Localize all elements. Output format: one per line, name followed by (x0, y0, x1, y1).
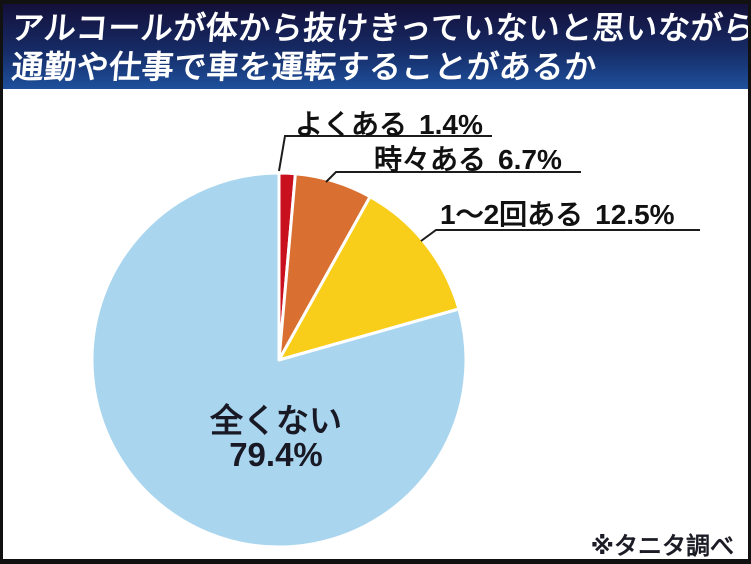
title-line-2: 通勤や仕事で車を運転することがあるか (10, 49, 599, 85)
label-1-2-kai-pct: 12.5% (595, 199, 675, 230)
leader-line-tokidoki (325, 171, 581, 183)
label-mattaku-nai-text: 全くない (210, 402, 342, 439)
pie-svg (90, 135, 700, 549)
label-1-2-kai: 1～2回ある 12.5% (440, 193, 675, 233)
pie-slice-2 (277, 195, 461, 362)
pie-slices (90, 171, 468, 549)
pie-chart: よくある 1.4% 時々ある 6.7% 1～2回ある 12.5% 全くない 79.4%… (3, 89, 748, 559)
label-tokidoki-pct: 6.7% (498, 144, 562, 175)
source-note: ※タニタ調べ (590, 533, 734, 560)
leader-line-yokuaru (278, 135, 492, 172)
label-yokuaru: よくある 1.4% (295, 103, 483, 143)
title-line-1: アルコールが体から抜けきっていないと思いながら (10, 10, 751, 46)
label-tokidoki: 時々ある 6.7% (374, 138, 562, 178)
title-banner: アルコールが体から抜けきっていないと思いながら 通勤や仕事で車を運転することがあ… (3, 4, 748, 89)
label-yokuaru-pct: 1.4% (419, 109, 483, 140)
leader-line-1-2-kai (420, 229, 700, 242)
label-tokidoki-text: 時々ある (374, 144, 487, 175)
pie-slice-3 (90, 171, 468, 549)
label-1-2-kai-text: 1～2回ある (440, 199, 584, 230)
label-mattaku-nai-pct: 79.4% (229, 436, 323, 473)
label-yokuaru-text: よくある (295, 109, 408, 140)
label-mattaku-nai: 全くない 79.4% (181, 404, 371, 472)
